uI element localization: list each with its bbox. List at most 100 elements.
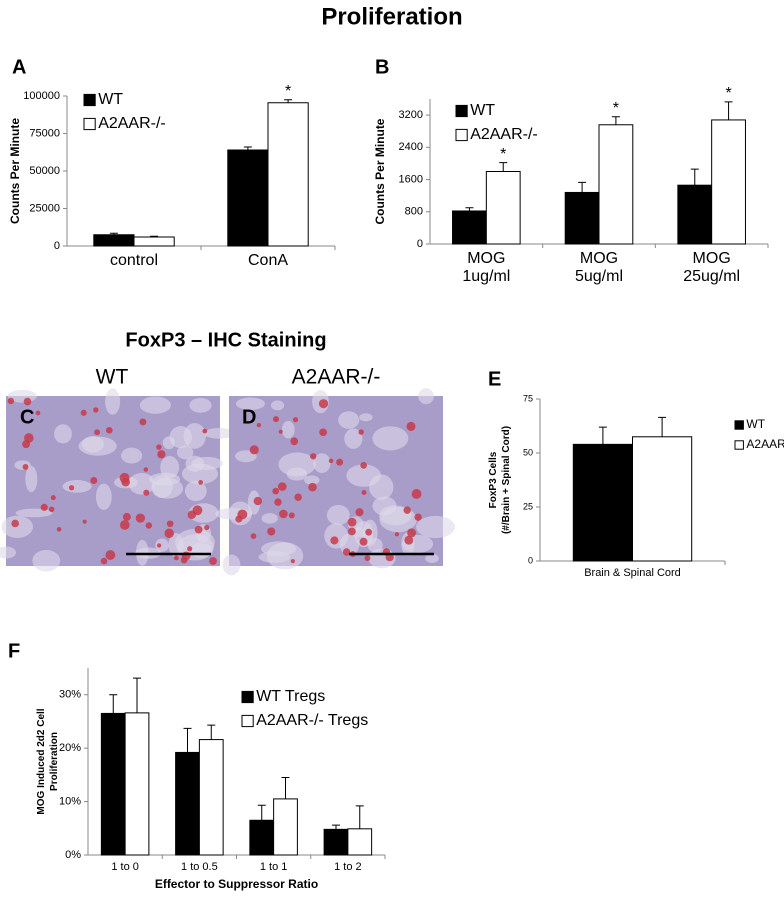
- panel-letter: A: [12, 56, 26, 78]
- stained-cell: [143, 467, 149, 472]
- stained-cell: [187, 546, 193, 552]
- tissue-patch: [120, 447, 143, 464]
- x-tick-label-box: Brain & Spinal Cord: [584, 567, 681, 579]
- tissue-patch: [139, 396, 171, 414]
- y-axis-label: Counts Per Minute: [373, 118, 387, 224]
- legend-label: WT: [98, 91, 123, 108]
- tissue-patch: [81, 435, 104, 453]
- stained-cell: [180, 556, 188, 564]
- stained-cell: [279, 509, 288, 519]
- y-tick-label: 0: [528, 555, 533, 565]
- significance-mark: *: [725, 85, 731, 102]
- y-tick-label: 50: [523, 447, 533, 457]
- stained-cell: [336, 458, 344, 466]
- tissue-patch: [326, 504, 350, 526]
- y-tick-label: 25000: [29, 202, 60, 214]
- legend-swatch: [83, 117, 96, 131]
- stained-cell: [194, 525, 203, 534]
- panel-letter: D: [242, 406, 256, 428]
- tissue-patch: [155, 538, 169, 552]
- stained-cell: [267, 527, 276, 536]
- y-tick-label: 3200: [399, 109, 423, 121]
- tissue-patch: [372, 496, 397, 516]
- tissue-patch: [177, 445, 194, 460]
- bar: [677, 184, 713, 245]
- stained-cell: [48, 506, 55, 513]
- x-tick-label: MOG 25ug/ml: [683, 250, 741, 285]
- stained-cell: [35, 410, 41, 416]
- bar: [100, 712, 126, 856]
- stained-cell: [40, 503, 48, 511]
- tissue-patch: [313, 453, 331, 474]
- tissue-patch: [95, 483, 112, 511]
- stained-cell: [358, 429, 364, 435]
- stained-cell: [100, 557, 108, 565]
- stained-cell: [198, 480, 204, 485]
- stained-cell: [365, 528, 373, 536]
- stained-cell: [277, 482, 287, 491]
- stained-cell: [407, 528, 416, 538]
- stained-cell: [330, 536, 339, 545]
- error-bar: [109, 694, 118, 714]
- x-tick-label-box: MOG 25ug/ml: [683, 250, 741, 285]
- stained-cell: [318, 399, 329, 409]
- stained-cell: [411, 489, 422, 499]
- stained-cell: [288, 512, 295, 519]
- tissue-patch: [54, 424, 72, 444]
- tissue-patch: [304, 475, 320, 485]
- error-bar: [724, 101, 733, 120]
- tissue-patch: [0, 546, 17, 559]
- bar: [273, 798, 298, 856]
- stained-cell: [204, 524, 210, 531]
- tissue-patch: [235, 397, 266, 410]
- tissue-patch: [32, 549, 61, 572]
- x-tick-label-box: MOG 5ug/ml: [575, 250, 623, 285]
- stained-cell: [359, 537, 368, 546]
- stained-cell: [272, 416, 279, 423]
- stained-cell: [93, 407, 99, 413]
- x-tick-label-box: ConA: [248, 252, 288, 269]
- tissue-patch: [160, 456, 180, 479]
- y-axis-label: (#/Brain + Spinal Cord): [501, 426, 512, 534]
- stained-cell: [80, 409, 87, 416]
- tissue-patch: [222, 554, 241, 576]
- error-bar: [183, 727, 192, 753]
- bar: [124, 712, 150, 856]
- tissue-patch: [278, 452, 316, 477]
- stained-cell: [94, 429, 101, 436]
- stained-cell: [11, 519, 19, 528]
- legend-swatch: [241, 690, 254, 704]
- stained-cell: [342, 548, 351, 556]
- panel-letter: C: [20, 406, 34, 428]
- bar: [267, 102, 309, 247]
- image-label: A2AAR-/-: [292, 366, 381, 389]
- y-tick-label: 75: [523, 393, 533, 403]
- error-bar: [281, 777, 290, 799]
- stained-cell: [274, 498, 282, 506]
- stained-cell: [278, 429, 283, 434]
- significance-mark: *: [500, 146, 506, 163]
- tissue-patch: [175, 528, 215, 556]
- stained-cell: [119, 472, 130, 483]
- y-tick-label: 75000: [29, 127, 60, 139]
- legend-label: A2AAR-/-: [470, 126, 538, 143]
- stained-cell: [361, 490, 367, 495]
- legend-label: WT: [746, 417, 765, 431]
- bar: [572, 443, 633, 562]
- x-tick-label: Brain & Spinal Cord: [584, 567, 681, 579]
- stained-cell: [249, 445, 259, 455]
- legend-label: WT Tregs: [256, 688, 325, 705]
- bar: [564, 191, 600, 245]
- bar: [198, 739, 224, 856]
- bar: [452, 210, 487, 245]
- panel-letter: E: [488, 368, 501, 390]
- legend-swatch: [83, 93, 96, 107]
- stained-cell: [105, 550, 116, 560]
- tissue-patch: [344, 428, 363, 449]
- y-tick-label: 30%: [59, 689, 81, 701]
- y-tick-label: 800: [405, 206, 423, 218]
- error-bar: [243, 146, 252, 150]
- stained-cell: [145, 522, 152, 529]
- tissue-patch: [372, 426, 409, 451]
